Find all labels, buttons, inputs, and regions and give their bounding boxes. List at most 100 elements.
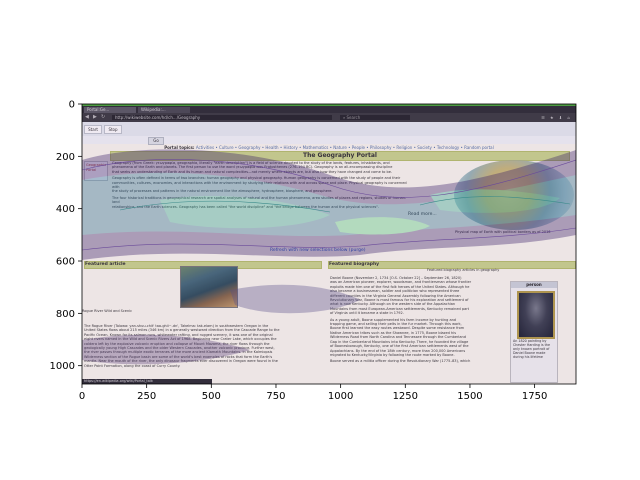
density-band-outer: [82, 149, 576, 260]
bio-line: Appalachians. By the end of the 18th cen…: [330, 348, 466, 353]
density-blob-bottom: [82, 334, 250, 365]
plot-frame: [81, 103, 577, 385]
portal-topics: Portal topics: Activities • Culture • Ge…: [82, 145, 576, 150]
article-line: mantle. Near the mouth of the river, the…: [84, 359, 278, 364]
toolbar-icons[interactable]: ☰ ★ ⬇ ⌂: [541, 115, 572, 120]
sidebox-line-1[interactable]: Geographic: [86, 163, 106, 168]
bio-line: of Boonesborough, Kentucky, one of the f…: [330, 344, 469, 349]
y-tick-label: 400: [56, 204, 75, 215]
page-title: The Geography Portal: [110, 151, 570, 161]
browser-tab-wikipedia[interactable]: Wikipedia:...: [138, 107, 190, 113]
bio-line: Wilderness Road from North Carolina and …: [330, 335, 466, 340]
contour-line: [82, 159, 576, 198]
bio-line: Boone served as a militia officer during…: [330, 359, 471, 364]
y-tick-label: 0: [69, 100, 75, 111]
sidebox-line-2[interactable]: Portal: [86, 168, 106, 173]
bio-line: Native American tribes such as the Shawn…: [330, 330, 457, 335]
infobox-title: person: [511, 282, 557, 288]
page-tab-stop[interactable]: Stop: [104, 125, 122, 134]
browser-tabstrip: Portal:Ge... Wikipedia:...: [82, 106, 576, 113]
bio-line: Daniel Boone (November 2, 1734 [O.S. Oct…: [330, 276, 462, 280]
browser-tab-portal[interactable]: Portal:Ge...: [84, 107, 136, 113]
page-tab-start[interactable]: Start: [84, 125, 102, 134]
portal-sidebox: Geographic Portal: [84, 161, 108, 181]
browser-navbar: ◀ ▶ ↻ http://wikiwebsite.com/hd/ch.../Ge…: [82, 113, 576, 122]
bio-line: Gap in the Cumberland Mountains into Ken…: [330, 339, 469, 344]
article-line: Otter Point Formation, along the coast o…: [84, 363, 181, 368]
go-button[interactable]: Go: [148, 137, 164, 145]
bio-line: Revolutionary War, Boone is most famous …: [330, 298, 469, 303]
density-band-mid: [82, 172, 576, 237]
daniel-boone-portrait[interactable]: [517, 291, 555, 339]
y-tick-label: 1000: [50, 361, 75, 372]
bio-line: migrated to Kentucky/Virginia by followi…: [330, 352, 455, 357]
refresh-link[interactable]: Refresh with new selections below (purge…: [270, 248, 366, 253]
contour-line: [82, 227, 576, 251]
globe-caption: Physical map of Earth with political bor…: [455, 230, 551, 234]
browser-window: Portal:Ge... Wikipedia:... ◀ ▶ ↻ http://…: [82, 104, 576, 384]
search-icon: ⌕: [343, 115, 347, 120]
arrow-left-icon[interactable]: ◀: [85, 114, 89, 120]
intro-line: communities, cultures, economies, and in…: [112, 181, 412, 190]
earth-map-image[interactable]: [454, 160, 574, 230]
read-more-link[interactable]: Read more...: [408, 212, 437, 217]
x-tick-label: 750: [266, 391, 285, 402]
article-line: Wilderness section of the Rogue basin ar…: [84, 354, 273, 359]
bio-line: Boone first learned the easy routes west…: [330, 326, 465, 331]
article-line: The Rogue River (Tolowa: yan-shuu-chit' …: [84, 324, 269, 328]
contour-line: [419, 196, 571, 206]
bio-line: trapping game, and selling their pelts i…: [330, 322, 462, 327]
bio-line: was an American pioneer, explorer, woods…: [330, 280, 472, 285]
url-bar[interactable]: http://wikiwebsite.com/hd/ch.../Geograph…: [112, 115, 332, 120]
rogue-river-image[interactable]: [180, 266, 238, 308]
infobox-caption: An 1820 painting by Chester Harding is t…: [513, 339, 550, 359]
search-placeholder: Search: [346, 115, 361, 120]
intro-line: that seeks an understanding of Earth and…: [112, 170, 412, 174]
intro-line: The four historical traditions in geogra…: [112, 196, 412, 205]
density-contours: [82, 104, 576, 384]
featured-article-text: The Rogue River (Tolowa: yan-shuu-chit' …: [84, 324, 320, 368]
arrow-right-icon[interactable]: ▶: [93, 114, 97, 120]
density-blob-lower: [230, 284, 360, 314]
y-tick-label: 800: [56, 309, 75, 320]
intro-line: Geography is often defined in terms of t…: [112, 176, 412, 180]
density-core-right: [430, 189, 560, 213]
search-input[interactable]: ⌕ Search: [340, 115, 410, 120]
featured-biography-header: Featured biography: [328, 261, 576, 269]
intro-line: relationships, and the Earth sciences. G…: [112, 205, 412, 209]
bio-line: different counties in the Virginia Gener…: [330, 293, 461, 298]
featured-biography-heading: Featured biography: [329, 262, 380, 267]
y-tick-label: 200: [56, 152, 75, 163]
x-tick-label: 1500: [457, 391, 482, 402]
featured-biography-text: Daniel Boone (November 2, 1734 [O.S. Oct…: [330, 276, 508, 364]
article-line: the river passes through multiple exotic…: [84, 350, 273, 355]
x-tick-label: 250: [137, 391, 156, 402]
go-bar: Go: [82, 136, 576, 145]
x-tick-label: 1750: [522, 391, 547, 402]
intro-line: the study of processes and patterns in t…: [112, 189, 412, 193]
contour-line: [119, 200, 331, 213]
featured-article-heading: Featured article: [85, 262, 126, 267]
density-core-center: [335, 217, 430, 235]
x-tick-label: 1000: [328, 391, 353, 402]
contour-lines: [82, 159, 576, 251]
infobox: person An 1820 painting by Chester Hardi…: [510, 281, 558, 383]
portal-topics-links[interactable]: Activities • Culture • Geography • Healt…: [195, 145, 494, 150]
portal-intro: Geography (from Greek: γεωγραφία, geogra…: [112, 161, 412, 209]
bio-line: what is now Kentucky. Although on the we…: [330, 302, 456, 307]
y-tick-label: 600: [56, 257, 75, 268]
x-tick-label: 500: [202, 391, 221, 402]
article-line: Pacific Ocean. Known for its salmon runs…: [84, 332, 273, 337]
featured-biography-subheading: Featured biography articles in geography: [427, 268, 500, 272]
article-line: caldera left by the explosive volcanic e…: [84, 341, 270, 346]
article-line: geologically young High Cascades and the…: [84, 346, 275, 351]
reload-icon[interactable]: ↻: [101, 114, 106, 120]
intro-line: phenomena of the Earth and planets. The …: [112, 165, 412, 169]
image-caption: Rogue River Wild and Scenic: [82, 309, 133, 313]
webpage-screenshot: Portal:Ge... Wikipedia:... ◀ ▶ ↻ http://…: [82, 104, 576, 384]
bio-line: Mountains from most European-American se…: [330, 306, 470, 311]
bio-line: exploits made him one of the first folk …: [330, 284, 470, 289]
intro-line: Geography (from Greek: γεωγραφία, geogra…: [112, 161, 412, 165]
